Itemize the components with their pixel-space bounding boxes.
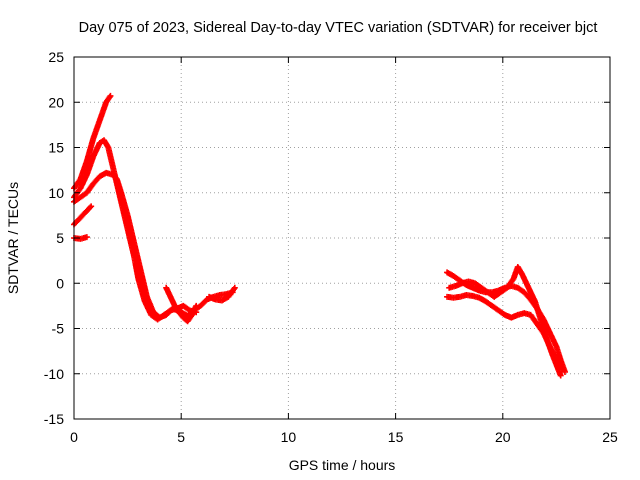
data-point <box>107 92 114 99</box>
series-track-6 <box>163 284 200 325</box>
series-track-10 <box>444 292 566 373</box>
data-points <box>71 92 568 379</box>
y-tick-label: -5 <box>52 321 65 337</box>
x-axis-ticks: 0 5 10 15 20 25 <box>70 57 618 445</box>
data-point <box>231 284 238 291</box>
y-tick-label: 20 <box>48 94 64 110</box>
y-tick-label: 15 <box>48 140 64 156</box>
x-tick-label: 5 <box>177 429 185 445</box>
data-point <box>559 366 566 373</box>
x-axis-label: GPS time / hours <box>289 457 396 473</box>
x-tick-label: 20 <box>495 429 511 445</box>
y-tick-label: 25 <box>48 49 64 65</box>
y-axis-ticks: -15 -10 -5 0 5 10 15 20 25 <box>44 49 610 427</box>
y-tick-label: 10 <box>48 185 64 201</box>
data-point <box>88 203 95 210</box>
data-point <box>83 234 90 241</box>
y-tick-label: -15 <box>44 411 64 427</box>
x-tick-label: 15 <box>388 429 404 445</box>
x-tick-label: 10 <box>281 429 297 445</box>
series-track-7 <box>206 284 238 304</box>
data-point <box>193 302 200 309</box>
x-tick-label: 25 <box>602 429 618 445</box>
y-tick-label: 5 <box>56 230 64 246</box>
y-axis-label: SDTVAR / TECUs <box>5 182 21 294</box>
data-point <box>87 204 94 211</box>
series-track-1 <box>71 92 114 192</box>
series-track-2 <box>71 137 200 323</box>
y-tick-label: 0 <box>56 275 64 291</box>
data-point <box>557 372 564 379</box>
y-tick-label: -10 <box>44 366 64 382</box>
grid-lines <box>74 57 610 419</box>
x-tick-label: 0 <box>70 429 78 445</box>
chart-title: Day 075 of 2023, Sidereal Day-to-day VTE… <box>79 20 598 36</box>
series-track-4 <box>71 203 95 228</box>
